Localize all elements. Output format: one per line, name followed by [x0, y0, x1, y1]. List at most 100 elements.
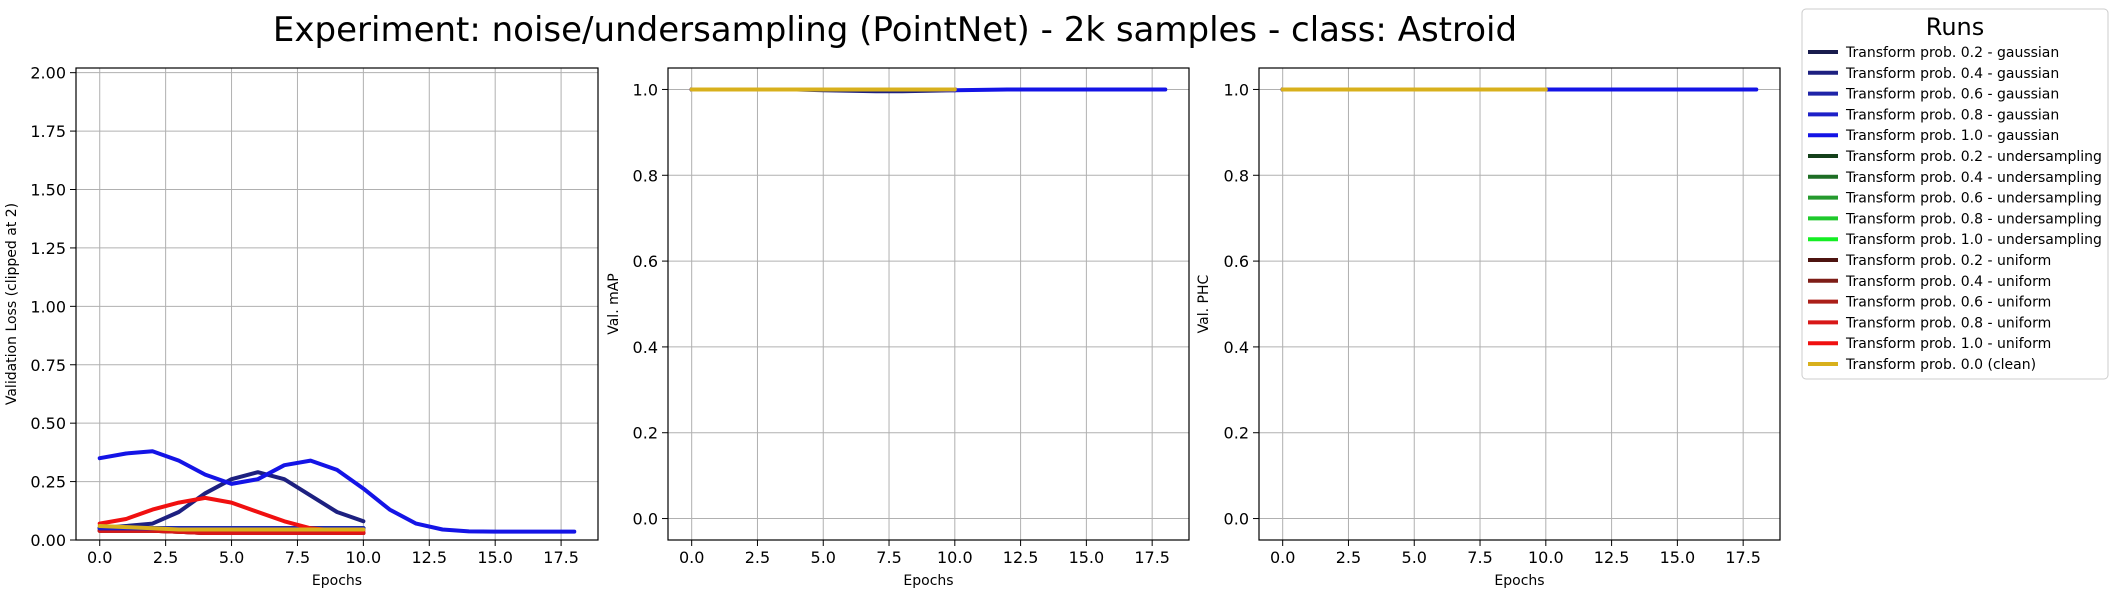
chart-val-phc: 0.0 2.5 5.0 7.5 10.0 12.5 15.0 17.5 0.0 0.2 0.4 0.6…: [1196, 67, 1781, 589]
y-tick-label: 2.00: [30, 64, 66, 83]
legend-entry: Transform prob. 0.4 - undersampling: [1808, 170, 2102, 186]
legend-entry: Transform prob. 0.6 - undersampling: [1808, 191, 2102, 207]
legend-label: Transform prob. 0.6 - gaussian: [1845, 87, 2059, 103]
grid: [668, 68, 1189, 540]
legend-entry: Transform prob. 0.8 - undersampling: [1808, 211, 2102, 227]
x-tick-label: 10.0: [346, 548, 382, 567]
legend-title: Runs: [1926, 13, 1985, 41]
x-tick-label: 10.0: [1528, 548, 1564, 567]
x-tick-label: 5.0: [219, 548, 244, 567]
legend-label: Transform prob. 0.2 - uniform: [1845, 253, 2051, 269]
series-line: [97, 524, 366, 532]
y-tick-label: 0.4: [1224, 338, 1249, 357]
y-axis-label: Validation Loss (clipped at 2): [4, 203, 20, 405]
x-tick-label: 12.5: [1003, 548, 1039, 567]
x-tick-label: 17.5: [1725, 548, 1761, 567]
y-tick-label: 1.0: [633, 80, 658, 99]
legend-entry: Transform prob. 1.0 - uniform: [1808, 336, 2051, 352]
x-tick-label: 12.5: [1594, 548, 1630, 567]
x-axis-label: Epochs: [903, 573, 953, 589]
x-tick-label: 10.0: [937, 548, 973, 567]
x-tick-label: 2.5: [1336, 548, 1361, 567]
x-tick-label: 7.5: [1467, 548, 1492, 567]
legend-entry: Transform prob. 0.2 - undersampling: [1808, 149, 2102, 165]
legend-entry: Transform prob. 0.6 - gaussian: [1808, 87, 2059, 103]
axes-frame: [1258, 67, 1781, 541]
x-tick-label: 2.5: [153, 548, 178, 567]
legend-label: Transform prob. 0.0 (clean): [1845, 357, 2036, 373]
figure-title: Experiment: noise/undersampling (PointNe…: [273, 10, 1517, 50]
y-tick-label: 1.50: [30, 181, 66, 200]
y-axis-label: Val. mAP: [606, 273, 622, 335]
legend-entry: Transform prob. 0.8 - gaussian: [1808, 107, 2059, 123]
x-tick-label: 7.5: [876, 548, 901, 567]
y-tick-label: 1.0: [1224, 80, 1249, 99]
y-tick-label: 0.8: [633, 166, 658, 185]
x-tick-label: 15.0: [1069, 548, 1105, 567]
legend-label: Transform prob. 0.4 - undersampling: [1845, 170, 2102, 186]
legend-label: Transform prob. 0.2 - gaussian: [1845, 45, 2059, 61]
legend-entry: Transform prob. 0.2 - gaussian: [1808, 45, 2059, 61]
y-tick-label: 1.75: [30, 122, 66, 141]
legend: Runs Transform prob. 0.2 - gaussianTrans…: [1801, 8, 2109, 380]
legend-label: Transform prob. 1.0 - uniform: [1845, 336, 2051, 352]
grid: [76, 68, 598, 541]
legend-label: Transform prob. 0.6 - undersampling: [1845, 191, 2102, 207]
y-tick-label: 0.6: [1224, 252, 1249, 271]
legend-entry: Transform prob. 1.0 - gaussian: [1808, 128, 2059, 144]
legend-label: Transform prob. 1.0 - undersampling: [1845, 232, 2102, 248]
x-tick-label: 7.5: [285, 548, 310, 567]
y-tick-label: 0.8: [1224, 166, 1249, 185]
x-tick-label: 15.0: [477, 548, 513, 567]
legend-entry: Transform prob. 0.8 - uniform: [1808, 315, 2051, 331]
x-axis-label: Epochs: [312, 573, 362, 589]
x-tick-label: 17.5: [543, 548, 579, 567]
y-axis-label: Val. PHC: [1196, 274, 1212, 333]
legend-entry: Transform prob. 0.6 - uniform: [1808, 295, 2051, 311]
y-tick-label: 0.0: [1224, 510, 1249, 529]
x-tick-label: 0.0: [87, 548, 112, 567]
legend-entry: Transform prob. 0.0 (clean): [1808, 357, 2036, 373]
legend-entry: Transform prob. 0.4 - uniform: [1808, 274, 2051, 290]
x-tick-label: 0.0: [1270, 548, 1295, 567]
y-tick-label: 0.2: [633, 424, 658, 443]
x-tick-label: 5.0: [1402, 548, 1427, 567]
legend-label: Transform prob. 1.0 - gaussian: [1845, 128, 2059, 144]
legend-label: Transform prob. 0.8 - gaussian: [1845, 107, 2059, 123]
series-group: [97, 449, 577, 535]
legend-items: Transform prob. 0.2 - gaussian Transform …: [1808, 45, 2102, 373]
y-tick-label: 0.75: [30, 356, 66, 375]
axes-frame: [75, 67, 599, 541]
y-tick-label: 1.25: [30, 239, 66, 258]
x-tick-label: 2.5: [745, 548, 770, 567]
x-axis-label: Epochs: [1494, 573, 1544, 589]
legend-label: Transform prob. 0.4 - gaussian: [1845, 66, 2059, 82]
legend-entry: Transform prob. 0.2 - uniform: [1808, 253, 2051, 269]
legend-label: Transform prob. 0.8 - uniform: [1845, 315, 2051, 331]
y-tick-label: 0.25: [30, 473, 66, 492]
y-tick-label: 1.00: [30, 297, 66, 316]
y-tick-label: 0.2: [1224, 424, 1249, 443]
y-tick-label: 0.6: [633, 252, 658, 271]
grid: [1259, 68, 1780, 540]
x-tick-label: 5.0: [811, 548, 836, 567]
x-tick-label: 0.0: [679, 548, 704, 567]
y-tick-label: 0.0: [633, 510, 658, 529]
legend-entry: Transform prob. 0.4 - gaussian: [1808, 66, 2059, 82]
series-line: [97, 449, 577, 534]
y-tick-label: 0.4: [633, 338, 658, 357]
x-tick-label: 17.5: [1134, 548, 1170, 567]
legend-label: Transform prob. 0.6 - uniform: [1845, 295, 2051, 311]
y-tick-label: 0.00: [30, 531, 66, 550]
legend-entry: Transform prob. 1.0 - undersampling: [1808, 232, 2102, 248]
x-tick-label: 12.5: [411, 548, 447, 567]
legend-label: Transform prob. 0.2 - undersampling: [1845, 149, 2102, 165]
legend-label: Transform prob. 0.8 - undersampling: [1845, 211, 2102, 227]
legend-label: Transform prob. 0.4 - uniform: [1845, 274, 2051, 290]
axes-frame: [667, 67, 1190, 541]
legend-box: [1801, 8, 2109, 380]
series-line: [97, 470, 366, 531]
x-tick-label: 15.0: [1660, 548, 1696, 567]
y-tick-label: 0.50: [30, 414, 66, 433]
